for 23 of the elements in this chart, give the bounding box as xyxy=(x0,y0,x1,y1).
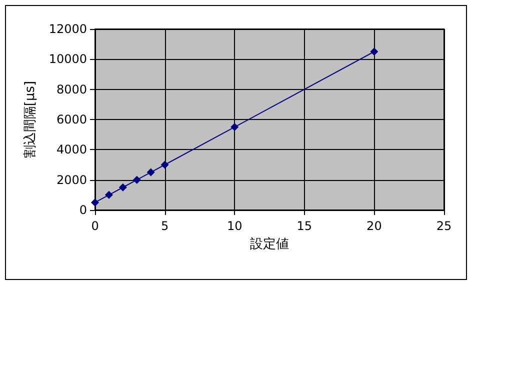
point xyxy=(132,176,141,184)
y-tick-label: 4000 xyxy=(56,142,87,157)
y-tick-label: 2000 xyxy=(56,172,87,187)
point xyxy=(118,183,127,192)
point xyxy=(230,123,239,132)
y-tick-label: 8000 xyxy=(56,82,87,96)
x-tick-label: 5 xyxy=(160,219,169,233)
x-tick-label: 10 xyxy=(226,219,242,233)
x-tick-label: 20 xyxy=(366,219,382,233)
point xyxy=(91,198,99,206)
point xyxy=(370,48,378,56)
y-tick-label: 0 xyxy=(79,203,87,217)
x-axis-title: 設定値 xyxy=(250,237,289,252)
x-tick-label: 15 xyxy=(296,219,312,233)
point xyxy=(146,168,155,176)
point xyxy=(104,190,113,199)
point xyxy=(160,160,169,169)
x-tick-label: 0 xyxy=(91,219,99,233)
y-tick-label: 10000 xyxy=(48,52,87,66)
y-tick-label: 12000 xyxy=(48,22,87,36)
y-tick-label: 6000 xyxy=(56,112,87,126)
y-axis-title: 割込間隔[μs] xyxy=(23,80,38,158)
x-tick-label: 25 xyxy=(436,219,452,233)
